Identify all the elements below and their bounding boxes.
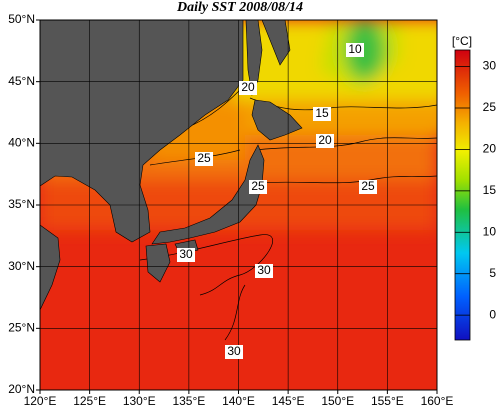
y-tick-label: 45°N — [8, 74, 35, 88]
contour-label-layer: 10 20 15 20 25 25 25 30 30 30 — [177, 42, 377, 359]
land — [40, 20, 303, 311]
contour-label-box — [225, 345, 243, 359]
colorbar-unit: [°C] — [452, 34, 472, 48]
contour-label: 30 — [227, 344, 241, 358]
x-tick-label: 125°E — [73, 394, 106, 408]
colorbar-tick-label: 15 — [483, 183, 497, 197]
contour-label: 10 — [348, 42, 362, 56]
x-tick-label: 130°E — [123, 394, 156, 408]
contour-label: 20 — [318, 133, 332, 147]
contour-label: 25 — [251, 179, 265, 193]
contour-label: 25 — [361, 179, 375, 193]
contour-label: 25 — [197, 151, 211, 165]
y-tick-label: 20°N — [8, 382, 35, 396]
y-tick-label: 30°N — [8, 259, 35, 273]
x-tick-label: 150°E — [321, 394, 354, 408]
y-tick-label: 40°N — [8, 136, 35, 150]
map-area: 10 20 15 20 25 25 25 30 30 30 — [40, 20, 437, 390]
y-tick-label: 25°N — [8, 321, 35, 335]
contour-label: 30 — [257, 263, 271, 277]
y-tick-label: 50°N — [8, 12, 35, 26]
contour-label-box — [346, 43, 364, 57]
contour-label: 30 — [179, 247, 193, 261]
contour-label-box — [177, 248, 195, 262]
x-tick-label: 145°E — [272, 394, 305, 408]
colorbar-tick-label: 25 — [483, 100, 497, 114]
contour-label-box — [239, 81, 257, 95]
colorbar-tick-label: 5 — [489, 266, 496, 280]
colorbar-tick-label: 0 — [489, 307, 496, 321]
x-tick-label: 155°E — [371, 394, 404, 408]
contour-label-box — [249, 180, 267, 194]
graticule — [40, 20, 437, 390]
x-tick-label: 140°E — [222, 394, 255, 408]
colorbar — [454, 49, 471, 341]
y-tick-label: 35°N — [8, 197, 35, 211]
x-tick-label: 160°E — [421, 394, 454, 408]
contour-label: 15 — [315, 106, 329, 120]
x-tick-label: 135°E — [172, 394, 205, 408]
contour-label: 20 — [241, 80, 255, 94]
colorbar-tick-label: 30 — [483, 59, 497, 73]
contour-label-box — [313, 107, 331, 121]
contour-label-box — [255, 264, 273, 278]
contour-label-box — [359, 180, 377, 194]
colorbar-tick-label: 10 — [483, 224, 497, 238]
x-tick-label: 120°E — [24, 394, 57, 408]
contour-label-box — [195, 152, 213, 166]
colorbar-tick-label: 20 — [483, 142, 497, 156]
contour-label-box — [316, 134, 334, 148]
map-title: Daily SST 2008/08/14 — [176, 0, 303, 15]
